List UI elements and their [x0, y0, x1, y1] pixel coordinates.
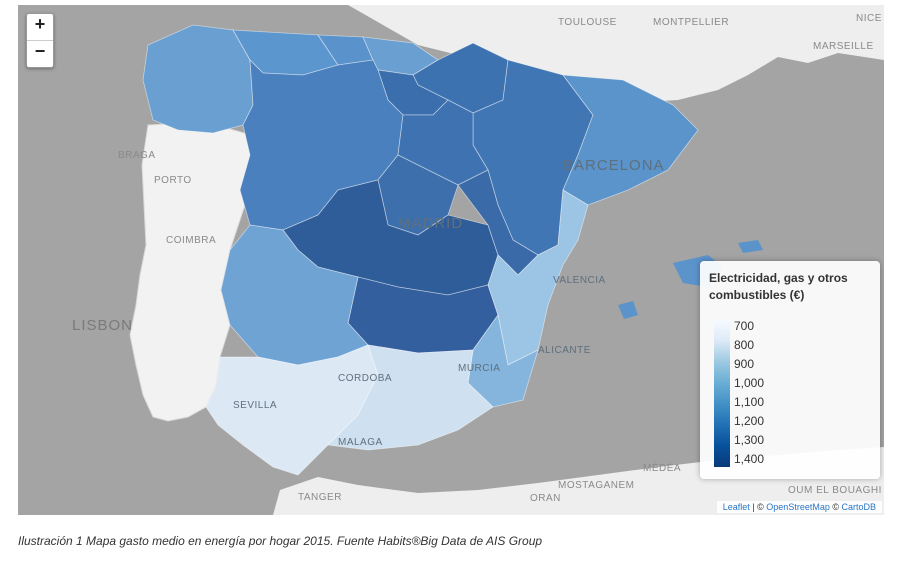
city-label-bouaghi: OUM EL BOUAGHI — [788, 485, 882, 496]
city-label-lisbon: LISBON — [72, 317, 134, 334]
attribution-separator: | © — [749, 502, 767, 512]
france-land — [348, 5, 884, 103]
legend-tick: 1,400 — [734, 452, 765, 466]
city-label-braga: BRAGA — [118, 150, 156, 161]
legend-tick: 700 — [734, 319, 755, 333]
city-label-coimbra: COIMBRA — [166, 235, 217, 246]
legend-tick: 1,300 — [734, 433, 765, 447]
region-catalonia[interactable] — [562, 74, 699, 206]
city-label-cordoba: CORDOBA — [338, 373, 393, 384]
city-label-tanger: TANGER — [298, 492, 342, 503]
region-galicia[interactable] — [142, 24, 254, 134]
choropleth-legend: Electricidad, gas y otros combustibles (… — [700, 261, 880, 479]
city-label-nice: NICE — [856, 13, 882, 24]
zoom-out-button[interactable]: − — [27, 40, 53, 67]
region-andalucia-e[interactable] — [327, 344, 494, 451]
region-valencia[interactable] — [487, 189, 589, 366]
figure-caption: Ilustración 1 Mapa gasto medio en energí… — [18, 534, 543, 548]
city-label-valencia: VALENCIA — [553, 275, 606, 286]
city-label-montpellier: MONTPELLIER — [653, 17, 730, 28]
map-attribution: Leaflet | © OpenStreetMap © CartoDB — [716, 501, 882, 513]
region-andalucia-w[interactable] — [205, 344, 379, 476]
city-label-porto: PORTO — [154, 175, 192, 186]
city-label-madrid: MADRID — [398, 215, 464, 232]
zoom-in-button[interactable]: + — [34, 14, 46, 34]
leaflet-link[interactable]: Leaflet — [722, 502, 750, 512]
region-extremadura[interactable] — [220, 224, 369, 366]
city-label-malaga: MALAGA — [338, 437, 383, 448]
city-label-marseille: MARSEILLE — [813, 41, 874, 52]
city-label-oran: ORAN — [530, 493, 561, 504]
zoom-control: + − — [26, 13, 54, 68]
legend-tick: 1,200 — [734, 414, 765, 428]
legend-tick: 800 — [734, 338, 755, 352]
city-label-mostaganem: MOSTAGANEM — [558, 480, 635, 491]
legend-tick: 1,100 — [734, 395, 765, 409]
attribution-separator: © — [829, 502, 842, 512]
city-label-sevilla: SEVILLA — [233, 400, 278, 411]
legend-color-ramp — [714, 319, 730, 467]
city-label-barcelona: BARCELONA — [563, 157, 665, 174]
map-canvas[interactable] — [18, 5, 884, 515]
city-label-murcia: MURCIA — [458, 363, 501, 374]
legend-tick: 1,000 — [734, 376, 765, 390]
legend-tick: 900 — [734, 357, 755, 371]
city-label-medea: MÉDÉA — [643, 463, 682, 474]
spain-regions — [142, 24, 699, 476]
island-menorca — [738, 240, 763, 253]
city-label-toulouse: TOULOUSE — [558, 17, 617, 28]
city-label-alicante: ALICANTE — [538, 345, 591, 356]
legend-title: Electricidad, gas y otros combustibles (… — [709, 271, 848, 302]
cartodb-link[interactable]: CartoDB — [841, 502, 876, 512]
osm-link[interactable]: OpenStreetMap — [766, 502, 830, 512]
island-ibiza — [618, 301, 638, 319]
map-container[interactable]: + − TOULOUSE MONTPELLIER NICE MARSEILLE … — [18, 5, 884, 515]
